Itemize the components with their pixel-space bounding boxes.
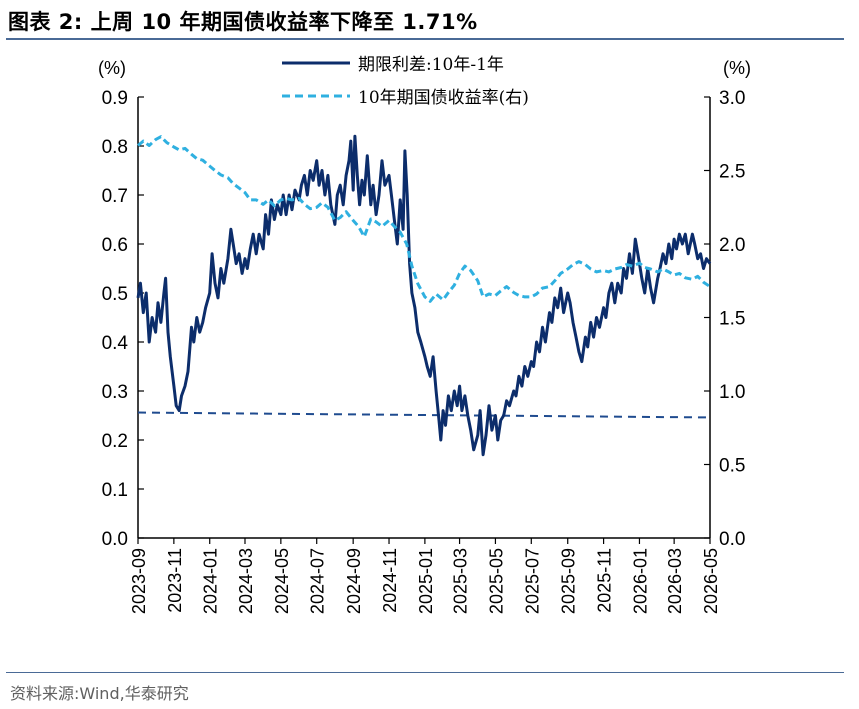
left-tick-label: 0.3 bbox=[102, 382, 128, 403]
left-tick-label: 0.2 bbox=[102, 431, 128, 452]
right-tick-label: 2.5 bbox=[719, 162, 745, 183]
x-tick-label: 2025-07 bbox=[522, 548, 542, 614]
x-tick-label: 2025-01 bbox=[416, 548, 436, 614]
x-tick-label: 2026-03 bbox=[665, 548, 685, 614]
left-tick-label: 0.1 bbox=[102, 480, 128, 501]
legend: 期限利差:10年-1年 10年期国债收益率(右) bbox=[282, 55, 529, 108]
x-tick-label: 2023-11 bbox=[165, 548, 185, 613]
right-tick-label: 1.0 bbox=[719, 382, 745, 403]
chart-title: 图表 2: 上周 10 年期国债收益率下降至 1.71% bbox=[8, 10, 478, 34]
left-tick-label: 0.0 bbox=[102, 529, 128, 550]
x-tick-label: 2026-05 bbox=[701, 548, 721, 614]
legend-label-spread: 期限利差:10年-1年 bbox=[358, 55, 504, 75]
title-divider bbox=[6, 38, 844, 40]
right-tick-label: 3.0 bbox=[719, 88, 745, 109]
x-tick-label: 2024-11 bbox=[380, 548, 400, 613]
right-axis-unit: (%) bbox=[723, 58, 751, 78]
x-tick-label: 2023-09 bbox=[129, 548, 149, 614]
reference-lines bbox=[137, 411, 711, 419]
x-tick-label: 2025-11 bbox=[595, 548, 615, 613]
left-tick-label: 0.6 bbox=[102, 235, 128, 256]
x-tick-label: 2025-03 bbox=[451, 548, 471, 614]
source-note: 资料来源:Wind,华泰研究 bbox=[10, 684, 189, 703]
left-tick-label: 0.5 bbox=[102, 284, 128, 305]
right-tick-label: 0.0 bbox=[719, 529, 745, 550]
series-line-spread bbox=[136, 134, 712, 457]
legend-label-yield: 10年期国债收益率(右) bbox=[358, 88, 529, 108]
left-tick-label: 0.4 bbox=[102, 333, 129, 354]
series-lines bbox=[136, 134, 712, 457]
source-divider bbox=[6, 672, 844, 673]
x-tick-label: 2024-05 bbox=[272, 548, 292, 614]
axes: (%) (%) 0.0 0.1 0.2 0.3 0.4 0.5 0.6 0.7 0.8 0.9 0.0 0… bbox=[98, 58, 751, 614]
series-line-yield bbox=[137, 135, 711, 303]
x-tick-label: 2024-03 bbox=[236, 548, 256, 614]
left-tick-label: 0.9 bbox=[102, 88, 128, 109]
left-axis-unit: (%) bbox=[98, 58, 126, 78]
right-tick-label: 0.5 bbox=[719, 456, 745, 477]
reference-line bbox=[137, 411, 711, 419]
x-tick-label: 2025-09 bbox=[559, 548, 579, 614]
x-tick-label: 2025-05 bbox=[486, 548, 506, 614]
right-tick-label: 1.5 bbox=[719, 309, 745, 330]
right-tick-label: 2.0 bbox=[719, 235, 745, 256]
x-tick-label: 2024-07 bbox=[308, 548, 328, 614]
left-tick-label: 0.8 bbox=[102, 137, 128, 158]
x-tick-label: 2024-09 bbox=[344, 548, 364, 614]
x-tick-label: 2026-01 bbox=[630, 548, 650, 614]
left-tick-label: 0.7 bbox=[102, 186, 128, 207]
x-tick-label: 2024-01 bbox=[201, 548, 221, 614]
